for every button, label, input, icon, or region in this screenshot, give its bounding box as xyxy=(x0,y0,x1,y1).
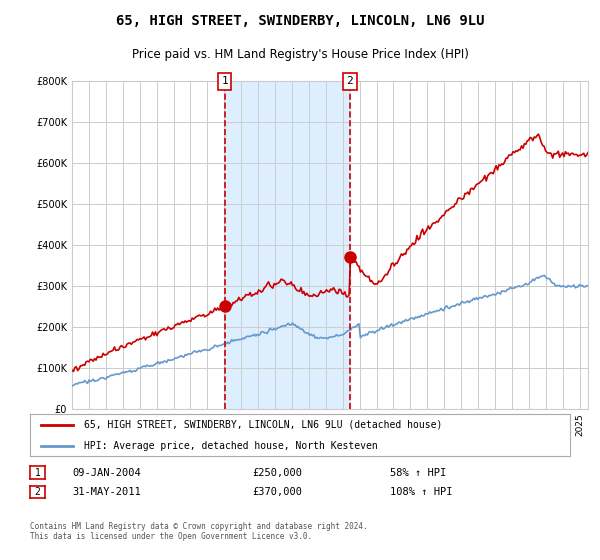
Text: 65, HIGH STREET, SWINDERBY, LINCOLN, LN6 9LU: 65, HIGH STREET, SWINDERBY, LINCOLN, LN6… xyxy=(116,14,484,28)
Text: 09-JAN-2004: 09-JAN-2004 xyxy=(72,468,141,478)
Text: HPI: Average price, detached house, North Kesteven: HPI: Average price, detached house, Nort… xyxy=(84,441,378,451)
Text: 1: 1 xyxy=(221,76,228,86)
Text: 1: 1 xyxy=(35,468,40,478)
Text: £370,000: £370,000 xyxy=(252,487,302,497)
Text: 31-MAY-2011: 31-MAY-2011 xyxy=(72,487,141,497)
Text: Price paid vs. HM Land Registry's House Price Index (HPI): Price paid vs. HM Land Registry's House … xyxy=(131,48,469,60)
Text: 2: 2 xyxy=(35,487,40,497)
Bar xyxy=(225,81,350,409)
Text: 2: 2 xyxy=(346,76,353,86)
Text: 65, HIGH STREET, SWINDERBY, LINCOLN, LN6 9LU (detached house): 65, HIGH STREET, SWINDERBY, LINCOLN, LN6… xyxy=(84,420,442,430)
Text: £250,000: £250,000 xyxy=(252,468,302,478)
Text: 58% ↑ HPI: 58% ↑ HPI xyxy=(390,468,446,478)
Text: Contains HM Land Registry data © Crown copyright and database right 2024.
This d: Contains HM Land Registry data © Crown c… xyxy=(30,522,368,542)
Text: 108% ↑ HPI: 108% ↑ HPI xyxy=(390,487,452,497)
